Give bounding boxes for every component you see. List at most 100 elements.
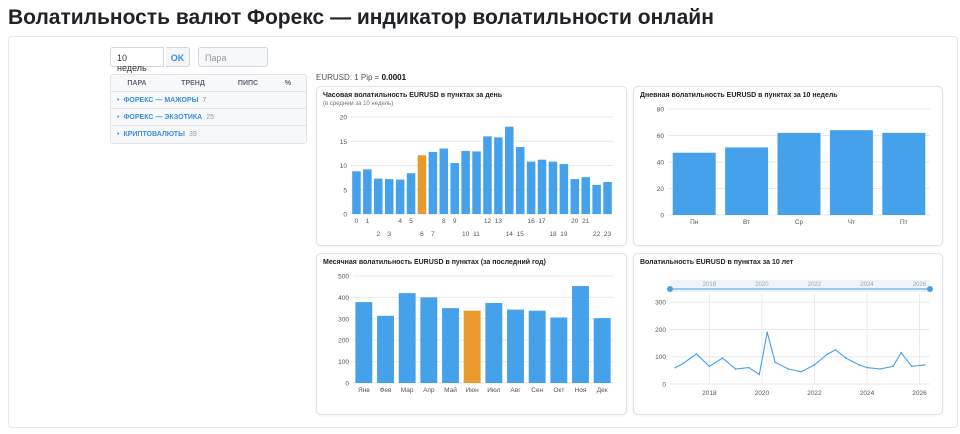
- y-tick-label: 0: [343, 212, 347, 219]
- header-pips[interactable]: ПИПС: [237, 79, 259, 87]
- x-tick-label: 4: [398, 218, 402, 225]
- data-point: [708, 365, 711, 368]
- y-tick-label: 200: [338, 338, 349, 345]
- bar: [507, 309, 524, 383]
- data-point: [721, 357, 724, 359]
- bar: [377, 315, 394, 383]
- x-tick-label: Чт: [848, 219, 855, 226]
- x-tick-label: 11: [473, 231, 480, 238]
- bar: [461, 150, 470, 214]
- x-tick-label: 8: [442, 218, 446, 225]
- hourly-volatility-card: Часовая волатильность EURUSD в пунктах з…: [316, 86, 627, 246]
- x-tick-label: 19: [560, 231, 568, 238]
- data-point: [834, 349, 837, 351]
- data-point: [845, 357, 847, 359]
- x-tick-label: Вт: [743, 219, 750, 226]
- bar: [829, 130, 873, 215]
- x-tick-label: 2022: [807, 390, 822, 397]
- group-row-majors[interactable]: • ФОРЕКС — МАЖОРЫ 7: [111, 92, 306, 109]
- group-label: ФОРЕКС — ЭКЗОТИКА: [123, 113, 203, 121]
- header-trend[interactable]: ТРЕНД: [181, 79, 205, 87]
- x-tick-label: Сен: [531, 387, 543, 394]
- y-tick-label: 500: [338, 274, 349, 281]
- y-tick-label: 100: [655, 354, 666, 361]
- x-tick-label: Окт: [553, 387, 564, 394]
- x-tick-label: 12: [484, 218, 492, 225]
- y-tick-label: 300: [655, 300, 666, 307]
- data-point: [892, 365, 895, 368]
- filter-controls: 10 недель OK Пара: [110, 47, 268, 73]
- y-tick-label: 100: [338, 359, 349, 366]
- pip-label: EURUSD: 1 Pip =: [316, 73, 382, 82]
- data-point: [800, 370, 803, 373]
- navigator-handle-right: [927, 286, 933, 292]
- pairs-table: ПАРА ТРЕНД ПИПС % • ФОРЕКС — МАЖОРЫ 7 • …: [110, 74, 307, 144]
- y-tick-label: 20: [657, 186, 665, 193]
- bar: [398, 293, 416, 383]
- navigator-tick-label: 2022: [808, 282, 822, 288]
- x-tick-label: 6: [420, 231, 424, 238]
- x-tick-label: 2026: [912, 390, 927, 397]
- data-point: [813, 364, 816, 366]
- group-row-exotics[interactable]: • ФОРЕКС — ЭКЗОТИКА 25: [111, 109, 306, 126]
- x-tick-label: Ср: [795, 219, 804, 226]
- ok-button[interactable]: OK: [166, 47, 190, 67]
- bullet-icon: •: [117, 113, 120, 121]
- data-point: [695, 353, 698, 355]
- x-tick-label: 2020: [755, 390, 770, 397]
- x-tick-label: Июн: [466, 387, 480, 394]
- bar: [548, 161, 558, 214]
- y-tick-label: 0: [345, 381, 349, 388]
- period-select[interactable]: 10 недель: [110, 47, 164, 73]
- x-tick-label: Мар: [401, 387, 414, 394]
- monthly-volatility-card: Месячная волатильность EURUSD в пунктах …: [316, 253, 627, 415]
- daily-volatility-card: Дневная волатильность EURUSD в пунктах з…: [633, 86, 943, 246]
- group-label: ФОРЕКС — МАЖОРЫ: [123, 96, 199, 104]
- y-tick-label: 40: [657, 160, 665, 167]
- header-percent[interactable]: %: [284, 79, 292, 87]
- bar: [550, 317, 568, 383]
- pair-search-input[interactable]: Пара: [198, 47, 268, 67]
- monthly-volatility-chart: 0 100 200 300 400 500 Янв Фев Мар Апр Май Июн Июл Авг…: [338, 274, 613, 394]
- bar: [672, 152, 716, 215]
- chart-subtitle: (в среднем за 10 недель): [323, 101, 394, 107]
- bar: [406, 173, 416, 214]
- x-tick-label: 21: [582, 218, 590, 225]
- bar: [395, 179, 405, 214]
- data-point: [879, 368, 881, 370]
- content-frame: [8, 36, 958, 428]
- chart-title: Месячная волатильность EURUSD в пунктах …: [323, 259, 546, 266]
- x-tick-label: 13: [495, 218, 503, 225]
- header-pair[interactable]: ПАРА: [127, 79, 147, 87]
- data-point: [787, 368, 789, 370]
- bar: [777, 132, 821, 215]
- x-tick-label: Пн: [690, 219, 699, 226]
- pip-value: 0.0001: [381, 73, 407, 82]
- daily-volatility-chart: 0 20 40 60 80 Пн Вт Ср Чт Пт: [657, 107, 930, 226]
- navigator-tick-label: 2024: [860, 282, 874, 288]
- y-tick-label: 400: [338, 295, 349, 302]
- x-tick-label: Апр: [423, 387, 435, 394]
- navigator-tick-label: 2020: [755, 282, 769, 288]
- y-tick-label: 0: [660, 213, 664, 220]
- data-point: [734, 368, 737, 370]
- navigator-tick-label: 2026: [913, 282, 927, 288]
- group-count: 25: [206, 113, 215, 121]
- bar: [593, 318, 611, 383]
- data-point: [900, 351, 902, 354]
- bar: [352, 171, 361, 214]
- y-tick-label: 80: [657, 107, 665, 114]
- x-tick-label: 9: [453, 218, 457, 225]
- bar: [463, 310, 481, 383]
- bar: [570, 179, 580, 214]
- x-tick-label: Июл: [487, 387, 500, 394]
- bar: [483, 136, 492, 214]
- group-row-crypto[interactable]: • КРИПТОВАЛЮТЫ 39: [111, 126, 306, 143]
- ten-year-volatility-card: Волатильность EURUSD в пунктах за 10 лет…: [633, 253, 943, 415]
- x-tick-label: 17: [538, 218, 546, 225]
- navigator-tick-label: 2018: [703, 282, 717, 288]
- x-tick-label: 2: [376, 231, 380, 238]
- ten-year-volatility-chart: 2018 2020 2022 2024 2026 0 100 200 300 2018 2020 20…: [655, 280, 933, 397]
- x-tick-label: 20: [571, 218, 579, 225]
